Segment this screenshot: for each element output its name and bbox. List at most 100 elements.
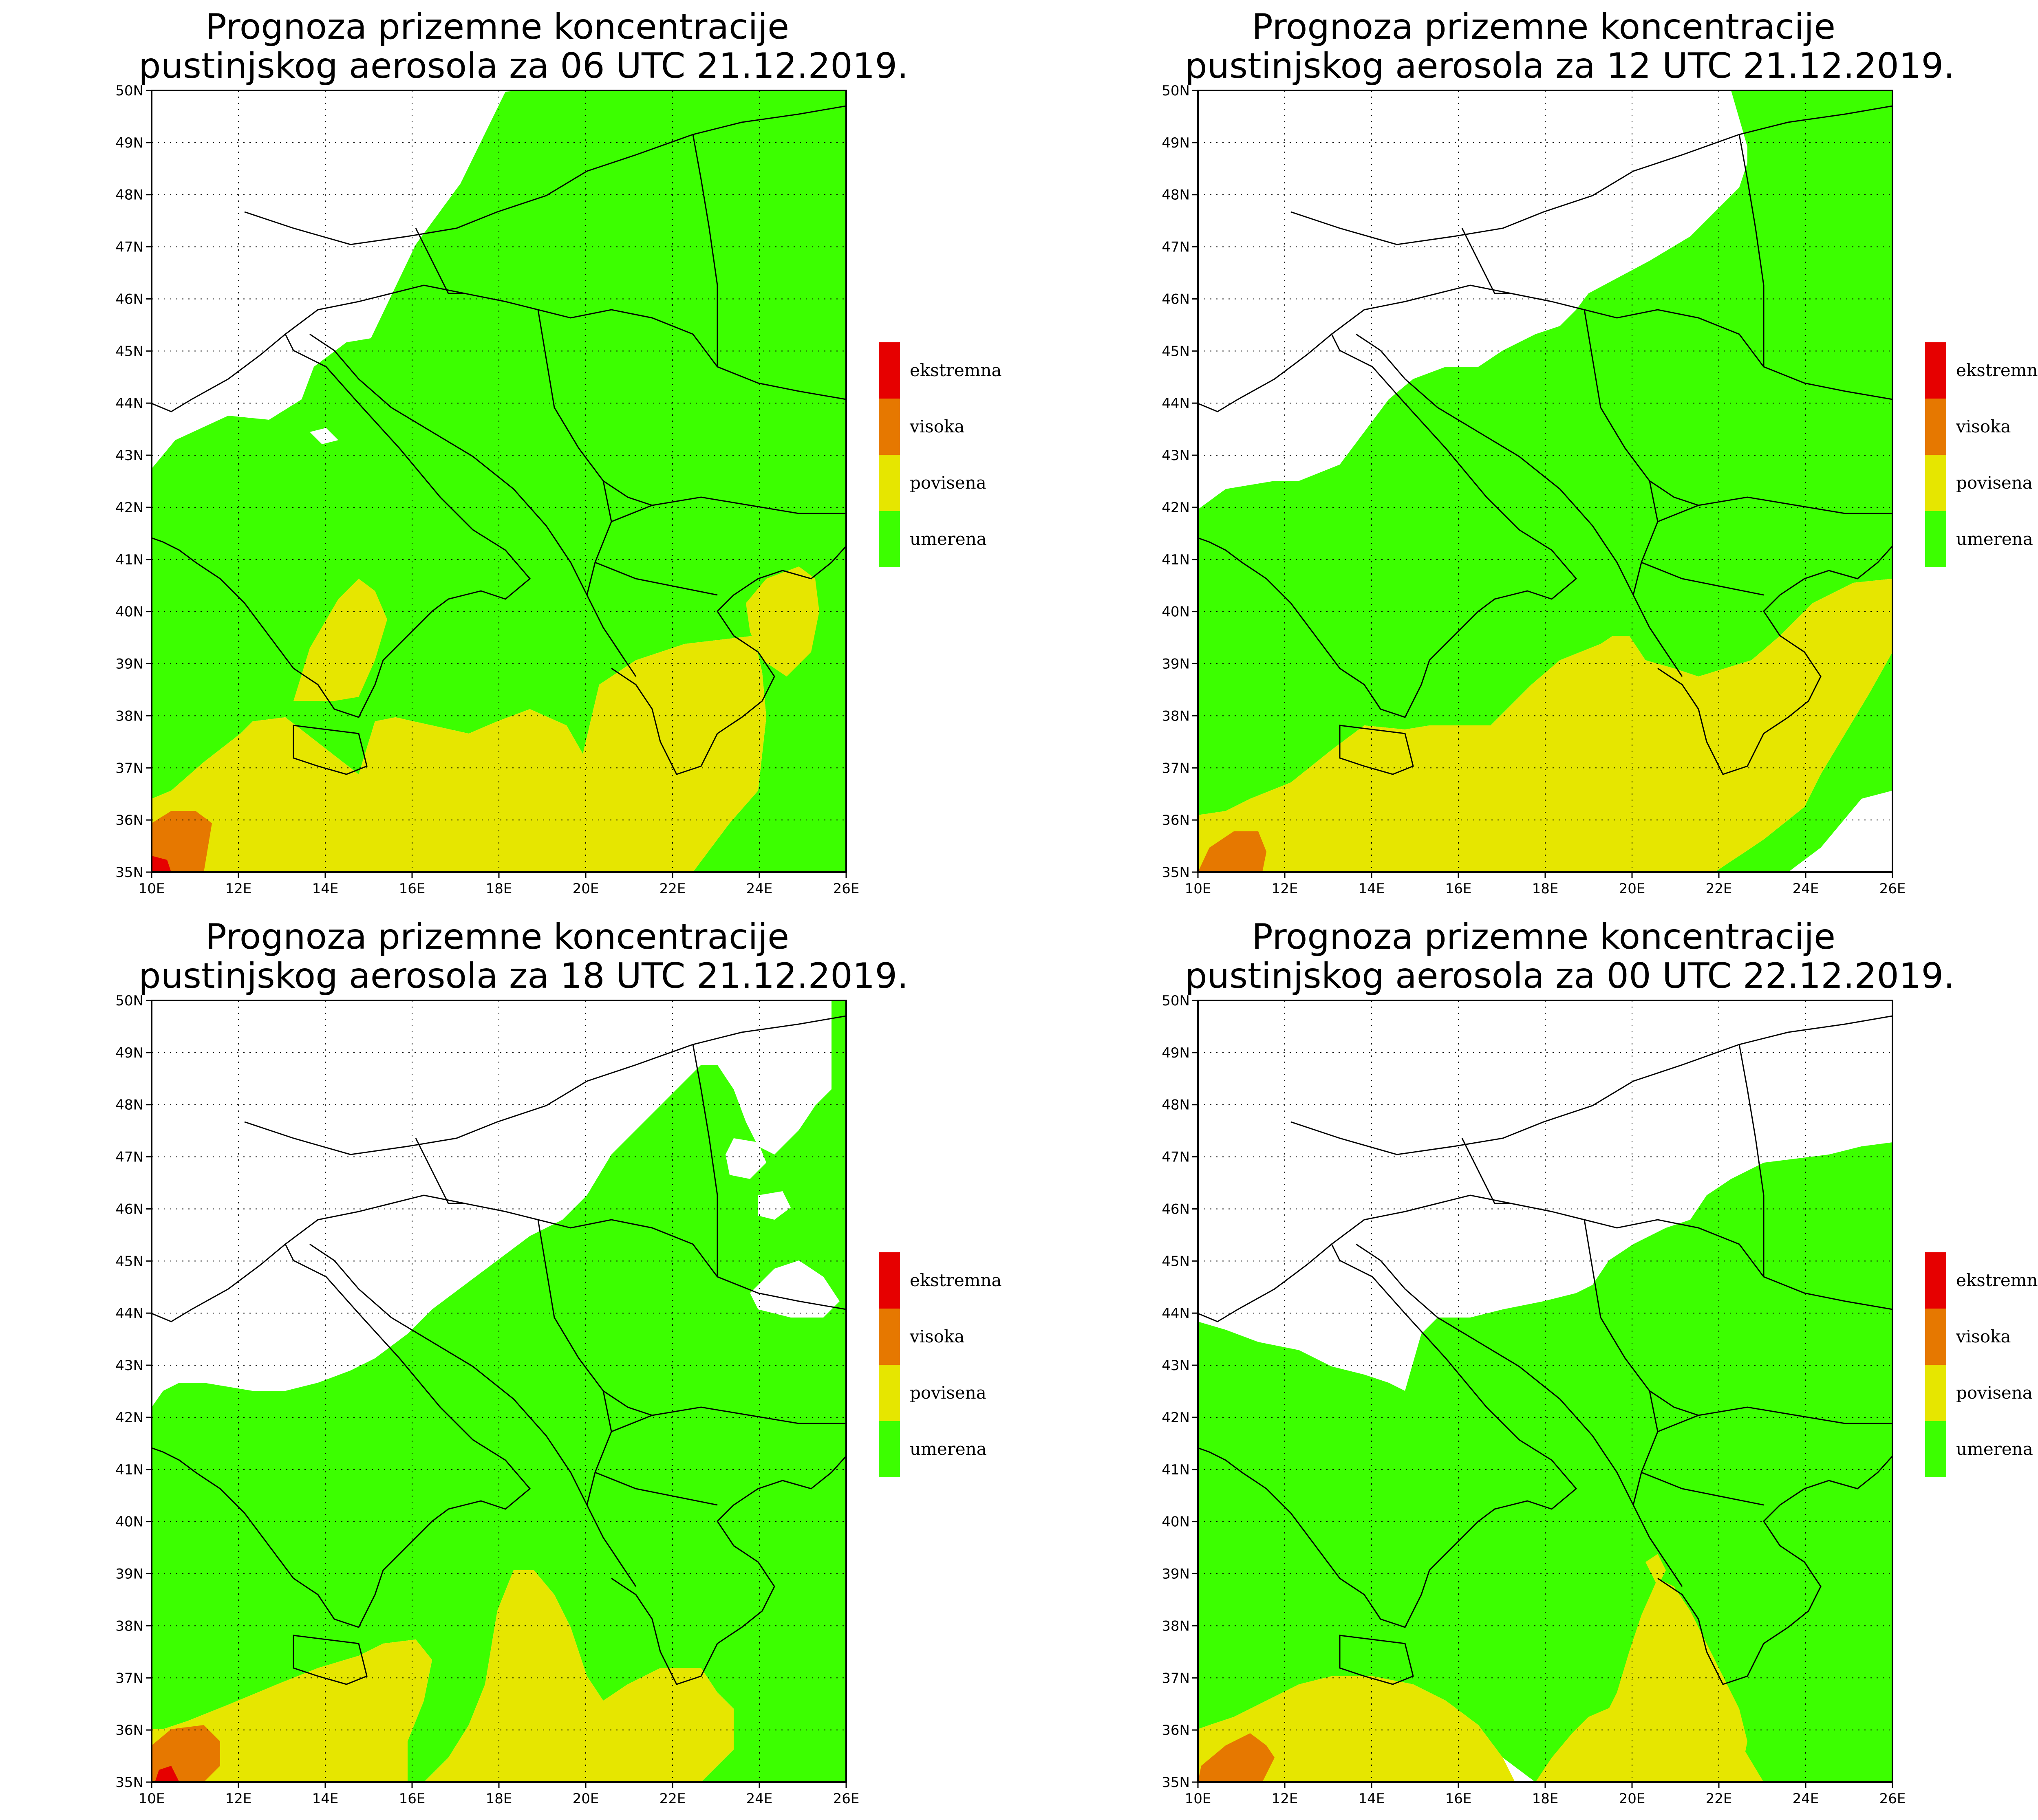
lon-tick-label: 18E	[486, 1791, 512, 1807]
border	[1649, 1390, 1699, 1416]
legend-swatch	[879, 455, 900, 511]
coastlines-borders	[1198, 1015, 1893, 1685]
area-umerena	[1198, 1142, 1892, 1782]
lon-tick-label: 22E	[659, 1791, 686, 1807]
lat-tick-label: 46N	[1162, 291, 1190, 307]
legend: ekstremna visoka povisena umerena	[1925, 342, 2038, 567]
concentration-field	[152, 90, 846, 872]
area-visoka	[152, 811, 212, 872]
forecast-map: 50N 49N 48N 47N 46N 45N 44N 43N 42N 41N 40N 39N 38N 3…	[1162, 83, 2038, 897]
lat-tick-labels: 50N 49N 48N 47N 46N 45N 44N 43N 42N 41N 40N 39N 38N 3…	[1162, 83, 1198, 881]
border	[244, 105, 847, 245]
lon-tick-label: 26E	[1879, 881, 1906, 897]
lon-tick-label: 12E	[225, 881, 252, 897]
area-none	[750, 1260, 840, 1318]
lon-tick-label: 18E	[1532, 1791, 1559, 1807]
lat-tick-label: 40N	[115, 604, 143, 620]
lat-tick-label: 35N	[1162, 1774, 1190, 1791]
coastline-adriatic-east	[309, 333, 637, 677]
legend-swatch	[1925, 1252, 1946, 1309]
lat-tick-label: 38N	[1162, 1618, 1190, 1634]
lon-tick-label: 22E	[1706, 1791, 1732, 1807]
forecast-map: 50N 49N 48N 47N 46N 45N 44N 43N 42N 41N 40N 39N 38N 3…	[1162, 993, 2038, 1807]
coastline-sicily	[1339, 725, 1414, 775]
lon-tick-label: 10E	[139, 881, 165, 897]
lon-tick-labels: 10E 12E 14E 16E 18E 20E 22E 24E 26E	[1185, 872, 1906, 897]
lat-tick-label: 41N	[1162, 552, 1190, 568]
lat-tick-label: 39N	[1162, 656, 1190, 672]
area-povisena	[293, 579, 387, 701]
panel-title-line2: pustinjskog aerosola za 18 UTC 21.12.201…	[139, 956, 909, 996]
area-ekstremna	[155, 1766, 179, 1782]
border	[1738, 1044, 1765, 1277]
legend-swatch	[879, 511, 900, 567]
lon-tick-label: 10E	[139, 1791, 165, 1807]
forecast-panel-00utc: Prognoza prizemne koncentracije pustinjs…	[1046, 910, 2038, 1820]
legend-swatch	[1925, 455, 1946, 511]
lat-tick-label: 38N	[115, 708, 143, 724]
legend-label: umerena	[910, 529, 987, 549]
legend-swatch	[879, 399, 900, 455]
border	[1461, 228, 1511, 294]
lon-tick-label: 16E	[1445, 1791, 1472, 1807]
lon-tick-label: 22E	[1706, 881, 1732, 897]
legend-label: umerena	[910, 1439, 987, 1459]
area-visoka	[1198, 831, 1266, 872]
lon-tick-label: 20E	[1619, 881, 1645, 897]
concentration-field	[1198, 90, 1892, 872]
coastlines-borders	[151, 1015, 847, 1685]
panel-title-line1: Prognoza prizemne koncentracije	[1251, 7, 1836, 47]
lon-tick-label: 12E	[225, 1791, 252, 1807]
area-povisena-sea	[1576, 1578, 1747, 1782]
coastline-sicily	[1339, 1635, 1414, 1685]
lon-tick-label: 10E	[1185, 881, 1211, 897]
border	[1584, 1219, 1659, 1505]
lon-tick-label: 14E	[312, 1791, 339, 1807]
lon-tick-label: 18E	[486, 881, 512, 897]
legend-label: visoka	[1956, 416, 2011, 436]
panel-title-line2: pustinjskog aerosola za 06 UTC 21.12.201…	[139, 46, 909, 86]
coastline-italy	[151, 1243, 531, 1628]
lon-tick-label: 18E	[1532, 881, 1559, 897]
area-umerena	[1198, 90, 1892, 872]
lat-tick-label: 48N	[115, 187, 143, 203]
lat-tick-label: 42N	[115, 500, 143, 516]
border	[1461, 1138, 1511, 1204]
border	[1331, 284, 1893, 400]
lat-tick-label: 50N	[115, 993, 143, 1009]
coastline-greece	[611, 1455, 847, 1685]
area-povisena	[1198, 579, 1892, 872]
lat-tick-label: 46N	[115, 1201, 143, 1217]
legend-label: povisena	[910, 1383, 986, 1403]
lat-tick-label: 38N	[1162, 708, 1190, 724]
border	[603, 480, 653, 506]
legend-label: povisena	[1956, 473, 2033, 493]
area-povisena	[1198, 1676, 1515, 1782]
lat-tick-label: 41N	[1162, 1462, 1190, 1478]
coastline-adriatic-east	[309, 1243, 637, 1587]
lon-tick-label: 24E	[746, 881, 773, 897]
lat-tick-label: 37N	[1162, 760, 1190, 776]
border	[611, 496, 846, 522]
panel-title-line2: pustinjskog aerosola za 00 UTC 22.12.201…	[1185, 956, 1955, 996]
lat-tick-label: 44N	[115, 1305, 143, 1322]
lat-tick-label: 50N	[1162, 993, 1190, 1009]
lat-tick-label: 41N	[115, 552, 143, 568]
lon-tick-label: 10E	[1185, 1791, 1211, 1807]
lon-tick-label: 20E	[1619, 1791, 1645, 1807]
forecast-panel-06utc: Prognoza prizemne koncentracije pustinjs…	[0, 0, 1046, 910]
legend-label: visoka	[1956, 1326, 2011, 1346]
lat-tick-label: 50N	[115, 83, 143, 99]
border	[692, 134, 718, 367]
border	[285, 1194, 847, 1310]
legend-label: ekstremna	[1956, 360, 2038, 380]
lat-tick-label: 43N	[115, 447, 143, 464]
lat-tick-label: 41N	[115, 1462, 143, 1478]
legend-swatch	[1925, 399, 1946, 455]
lon-tick-label: 20E	[573, 1791, 599, 1807]
lat-tick-label: 38N	[115, 1618, 143, 1634]
legend-label: umerena	[1956, 1439, 2033, 1459]
lat-tick-label: 45N	[115, 343, 143, 359]
lat-tick-label: 35N	[115, 1774, 143, 1791]
border	[1290, 1015, 1893, 1155]
